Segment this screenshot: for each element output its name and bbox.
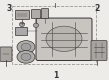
Bar [15, 10, 29, 19]
Ellipse shape [21, 53, 31, 60]
Text: 1: 1 [53, 71, 58, 80]
Bar [15, 27, 27, 35]
Ellipse shape [17, 51, 35, 63]
Ellipse shape [33, 23, 38, 28]
Ellipse shape [20, 22, 25, 27]
Ellipse shape [17, 41, 35, 53]
Text: 3: 3 [6, 4, 11, 13]
Bar [12, 6, 96, 64]
FancyBboxPatch shape [42, 9, 49, 18]
FancyBboxPatch shape [0, 47, 12, 61]
FancyBboxPatch shape [91, 41, 107, 60]
Ellipse shape [21, 43, 31, 51]
Text: 2: 2 [94, 4, 100, 13]
FancyBboxPatch shape [32, 10, 41, 18]
FancyBboxPatch shape [36, 18, 92, 60]
Ellipse shape [46, 26, 82, 51]
